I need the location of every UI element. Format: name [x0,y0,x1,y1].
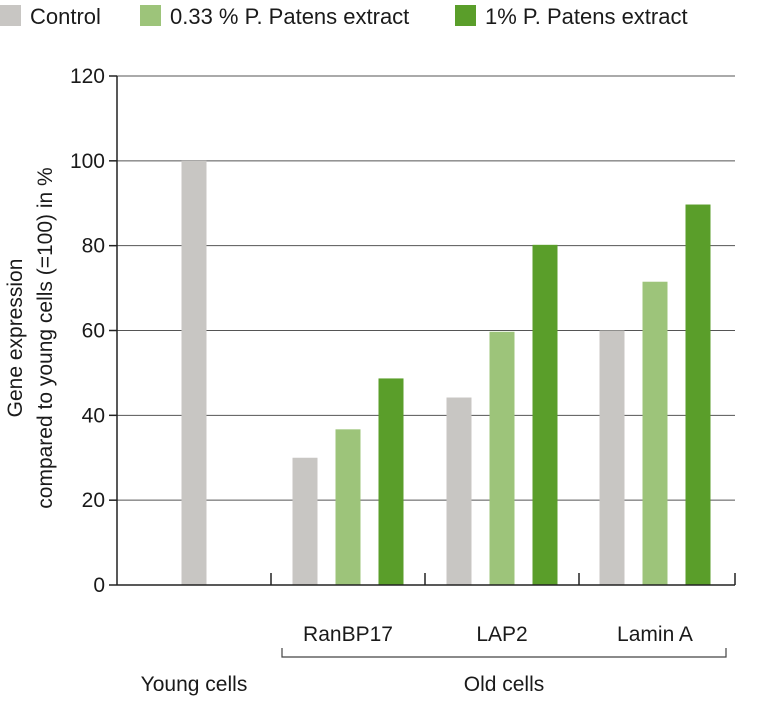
legend-label-1: 0.33 % P. Patens extract [170,4,409,29]
y-axis-title-line-1: Gene expression [4,259,27,418]
legend-swatch-2 [455,5,476,26]
legend-label-2: 1% P. Patens extract [485,4,688,29]
x-label-1: RanBP17 [303,623,393,646]
bars [181,160,711,586]
y-axis-title-line-2: compared to young cells (=100) in % [34,167,57,508]
x-category-labels: RanBP17 LAP2 Lamin A Young cells Old cells [141,623,727,696]
bar-lap2-1 [489,331,515,585]
bar-ranbp17-1 [335,429,361,585]
super-group-label-old: Old cells [464,673,545,696]
y-tick-label-20: 20 [82,489,105,512]
legend-label-0: Control [30,4,101,29]
super-group-label-young: Young cells [141,673,248,696]
bar-lamin-a-0 [599,330,625,585]
x-label-2: LAP2 [476,623,527,646]
y-tick-label-100: 100 [70,150,105,173]
x-label-3: Lamin A [617,623,693,646]
bar-lap2-0 [446,397,472,585]
y-tick-label-0: 0 [93,574,105,597]
bar-ranbp17-2 [378,378,404,585]
bar-lamin-a-2 [685,204,711,585]
bar-ranbp17-0 [292,457,318,585]
y-tick-label-60: 60 [82,320,105,343]
legend-swatch-0 [0,5,21,26]
bar-young-cells-0 [181,160,207,586]
y-tick-labels: 0 20 40 60 80 100 120 [70,65,117,597]
old-cells-bracket [281,648,727,658]
y-tick-label-80: 80 [82,235,105,258]
bar-lamin-a-1 [642,281,668,585]
legend: Control 0.33 % P. Patens extract 1% P. Pat… [0,4,688,29]
grid-lines [117,75,735,501]
legend-swatch-1 [140,5,161,26]
bar-lap2-2 [532,244,558,585]
y-tick-label-40: 40 [82,404,105,427]
y-tick-label-120: 120 [70,65,105,88]
